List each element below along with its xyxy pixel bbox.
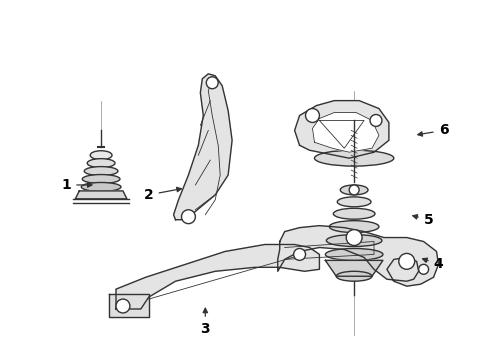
Circle shape: [294, 248, 306, 260]
Circle shape: [418, 264, 429, 274]
Ellipse shape: [81, 183, 121, 192]
Circle shape: [349, 185, 359, 195]
Polygon shape: [313, 113, 379, 152]
Circle shape: [116, 299, 130, 313]
Polygon shape: [116, 244, 319, 309]
Ellipse shape: [336, 271, 372, 281]
Text: 4: 4: [422, 257, 443, 271]
Text: 2: 2: [144, 187, 181, 202]
Ellipse shape: [340, 185, 368, 195]
Circle shape: [346, 230, 362, 246]
Ellipse shape: [337, 197, 371, 207]
Ellipse shape: [329, 221, 379, 233]
Polygon shape: [75, 191, 127, 199]
Text: 6: 6: [418, 123, 448, 138]
Circle shape: [370, 114, 382, 126]
Text: 5: 5: [413, 213, 434, 227]
Polygon shape: [325, 260, 383, 276]
Polygon shape: [278, 226, 439, 286]
Ellipse shape: [325, 248, 383, 260]
Text: 1: 1: [62, 178, 92, 192]
Text: 3: 3: [200, 308, 210, 336]
Polygon shape: [294, 100, 389, 158]
Ellipse shape: [90, 151, 112, 159]
Ellipse shape: [84, 167, 118, 176]
Circle shape: [181, 210, 196, 224]
Ellipse shape: [87, 159, 115, 168]
Polygon shape: [173, 74, 232, 220]
Circle shape: [206, 77, 218, 89]
Ellipse shape: [315, 150, 394, 166]
Circle shape: [399, 253, 415, 269]
Circle shape: [306, 109, 319, 122]
Polygon shape: [109, 294, 149, 317]
Ellipse shape: [333, 208, 375, 219]
Ellipse shape: [326, 235, 382, 247]
Ellipse shape: [82, 175, 120, 184]
